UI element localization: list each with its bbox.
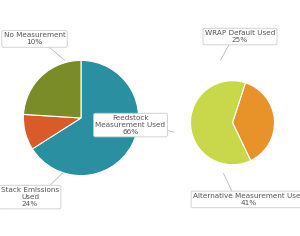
Text: No Measurement
10%: No Measurement 10% <box>4 32 65 46</box>
Text: Stack Emissions
Used
24%: Stack Emissions Used 24% <box>1 187 59 207</box>
Wedge shape <box>232 83 274 160</box>
Text: WRAP Default Used
25%: WRAP Default Used 25% <box>205 30 275 43</box>
Wedge shape <box>32 60 139 176</box>
Text: Feedstock
Measurement Used
66%: Feedstock Measurement Used 66% <box>95 115 166 135</box>
Wedge shape <box>23 114 81 149</box>
Wedge shape <box>190 81 251 165</box>
Text: Alternative Measurement Used
41%: Alternative Measurement Used 41% <box>193 193 300 206</box>
Wedge shape <box>23 60 81 118</box>
